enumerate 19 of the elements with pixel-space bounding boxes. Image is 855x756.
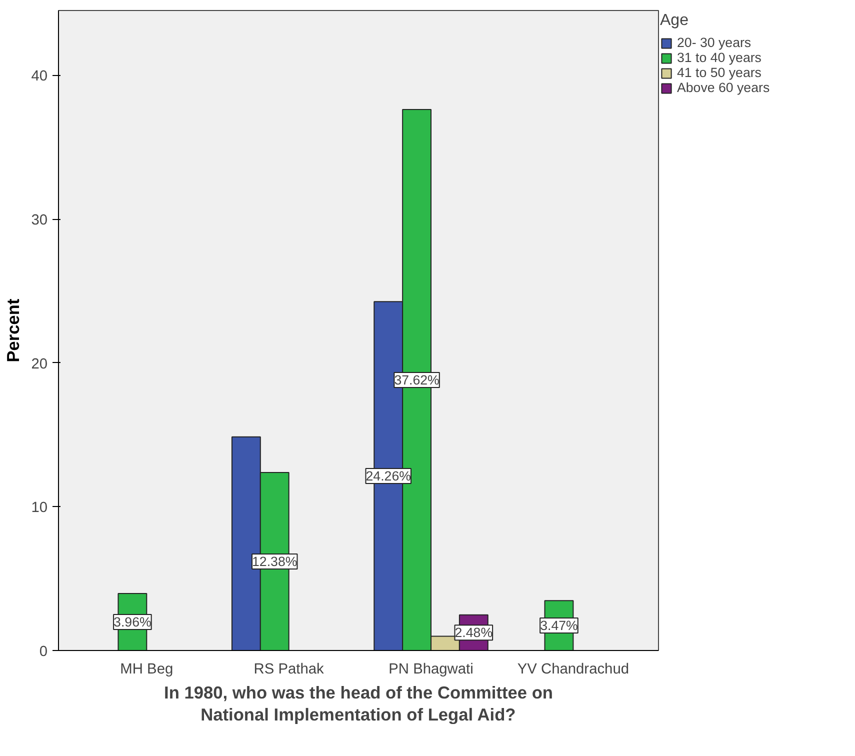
y-tick-label: 0 <box>39 644 48 660</box>
legend-title: Age <box>660 12 690 30</box>
legend-label: 20- 30 years <box>677 35 752 50</box>
y-tick-label: 20 <box>31 356 48 372</box>
data-label: 37.62% <box>394 372 440 388</box>
data-label: 3.47% <box>540 618 578 634</box>
legend-label: Above 60 years <box>677 80 770 95</box>
legend-label: 41 to 50 years <box>677 65 762 80</box>
x-tick-label: RS Pathak <box>254 662 325 678</box>
x-axis-title: In 1980, who was the head of the Committee on National Implementation of Legal Aid? <box>164 682 554 724</box>
x-tick-label: YV Chandrachud <box>517 662 630 678</box>
y-tick-label: 10 <box>31 500 48 516</box>
y-axis-title: Percent <box>3 298 24 362</box>
legend-label: 31 to 40 years <box>677 50 762 65</box>
x-tick-label: MH Beg <box>120 662 174 678</box>
x-tick-label: PN Bhagwati <box>388 662 474 678</box>
data-label: 3.96% <box>114 614 152 630</box>
y-tick-label: 30 <box>31 212 48 229</box>
y-tick-label: 40 <box>31 68 48 85</box>
